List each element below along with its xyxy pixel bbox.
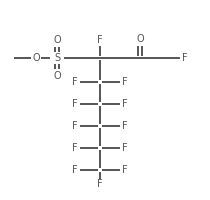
Text: S: S	[54, 53, 60, 63]
Text: F: F	[122, 77, 128, 87]
Text: O: O	[53, 35, 61, 45]
Text: F: F	[122, 143, 128, 153]
Text: F: F	[122, 165, 128, 175]
Text: F: F	[72, 77, 78, 87]
Text: F: F	[182, 53, 188, 63]
Text: O: O	[32, 53, 40, 63]
Text: O: O	[53, 71, 61, 81]
Text: F: F	[122, 121, 128, 131]
Text: O: O	[136, 34, 144, 44]
Text: F: F	[72, 143, 78, 153]
Text: F: F	[72, 165, 78, 175]
Text: F: F	[97, 179, 103, 189]
Text: F: F	[97, 35, 103, 45]
Text: F: F	[72, 99, 78, 109]
Text: F: F	[72, 121, 78, 131]
Text: F: F	[122, 99, 128, 109]
